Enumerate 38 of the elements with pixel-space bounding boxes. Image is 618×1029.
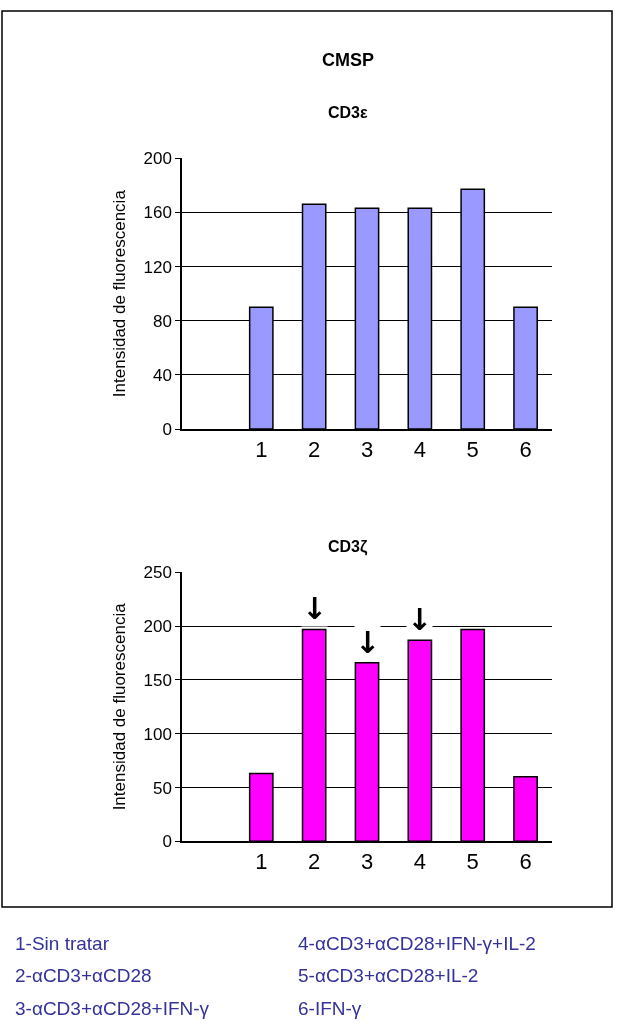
- annotation: ↓: [407, 602, 433, 637]
- y-tick-label: 120: [143, 257, 172, 277]
- x-tick-label: 2: [308, 437, 321, 463]
- y-tick-label: 200: [143, 149, 172, 169]
- y-axis-title: Intensidad de fluorescencia: [109, 602, 129, 811]
- y-tick-label: 80: [152, 311, 172, 331]
- y-tick-label: 200: [143, 617, 172, 637]
- chart-title: CMSP: [322, 50, 375, 70]
- y-tick-label: 40: [152, 365, 172, 385]
- x-tick-label: 1: [255, 849, 268, 875]
- text: 2-αCD3+αCD28: [15, 965, 152, 986]
- x-tick-label: 5: [466, 437, 479, 463]
- x-tick-label: 4: [413, 437, 426, 463]
- text: 5-αCD3+αCD28+IL-2: [298, 965, 479, 986]
- x-tick-label: 6: [519, 849, 532, 875]
- annotation: ↓: [355, 625, 381, 660]
- y-tick-label: 100: [143, 724, 172, 744]
- x-tick-label: 4: [413, 849, 426, 875]
- y-axis-title: Intensidad de fluorescencia: [109, 189, 129, 398]
- text: 3-αCD3+αCD28+IFN-γ: [15, 998, 210, 1019]
- y-tick-label: 250: [143, 563, 172, 583]
- y-tick-label: 150: [143, 670, 172, 690]
- x-tick-label: 1: [255, 437, 268, 463]
- text: 1-Sin tratar: [15, 933, 110, 954]
- y-tick-label: 160: [143, 203, 172, 223]
- x-tick-label: 2: [308, 849, 321, 875]
- y-tick-label: 50: [152, 778, 172, 798]
- x-tick-label: 6: [519, 437, 532, 463]
- text: 6-IFN-γ: [298, 998, 362, 1019]
- text: 4-αCD3+αCD28+IFN-γ+IL-2: [298, 933, 536, 954]
- x-tick-label: 3: [360, 437, 374, 463]
- annotation: ↓: [302, 591, 328, 626]
- y-tick-label: 0: [162, 832, 172, 852]
- y-tick-label: 0: [162, 420, 172, 440]
- x-tick-label: 3: [360, 849, 374, 875]
- chart-subtitle: CD3ε: [328, 104, 369, 121]
- x-tick-label: 5: [466, 849, 479, 875]
- chart-title: CD3ζ: [328, 538, 369, 556]
